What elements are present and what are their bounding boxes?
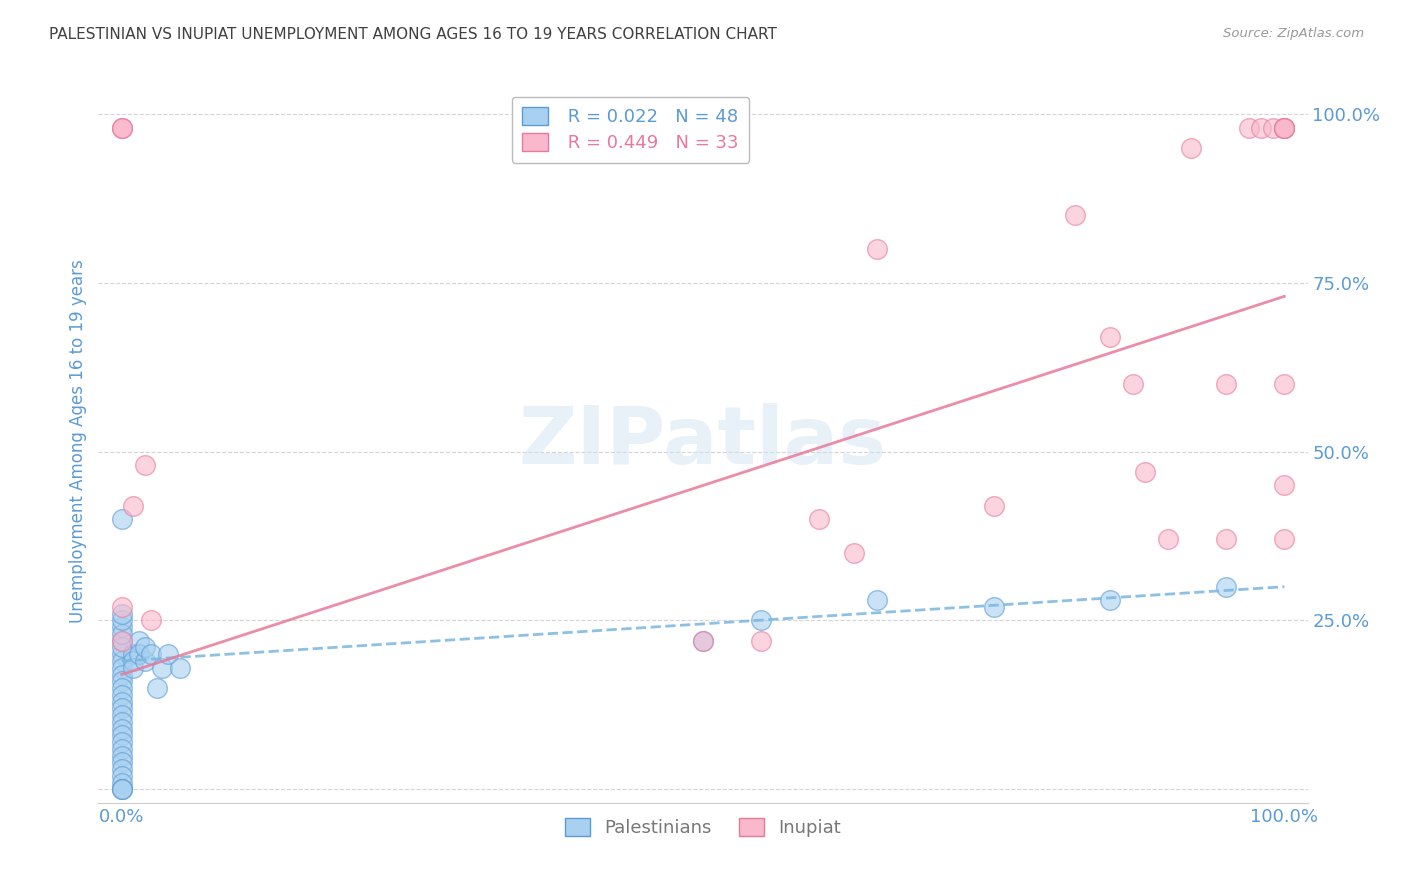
Point [1215, 533, 1237, 547]
Y-axis label: Unemployment Among Ages 16 to 19 years: Unemployment Among Ages 16 to 19 years [69, 260, 87, 624]
Point [1133, 465, 1156, 479]
Point [134, 640, 156, 655]
Point [111, 627, 134, 641]
Point [111, 633, 134, 648]
Point [111, 701, 134, 715]
Point [111, 708, 134, 723]
Point [139, 614, 162, 628]
Point [111, 688, 134, 702]
Point [169, 661, 191, 675]
Point [866, 593, 889, 607]
Point [983, 599, 1005, 614]
Point [139, 647, 162, 661]
Point [111, 661, 134, 675]
Point [134, 458, 156, 472]
Point [111, 120, 134, 135]
Point [122, 499, 145, 513]
Point [128, 633, 150, 648]
Point [111, 681, 134, 695]
Point [111, 599, 134, 614]
Point [1272, 120, 1295, 135]
Point [1261, 120, 1284, 135]
Point [111, 120, 134, 135]
Point [1098, 593, 1121, 607]
Point [111, 512, 134, 526]
Point [111, 714, 134, 729]
Point [111, 741, 134, 756]
Point [1272, 120, 1295, 135]
Point [1272, 120, 1295, 135]
Point [1215, 377, 1237, 392]
Point [111, 647, 134, 661]
Point [1272, 120, 1295, 135]
Point [111, 674, 134, 689]
Point [749, 633, 772, 648]
Text: ZIPatlas: ZIPatlas [519, 402, 887, 481]
Point [111, 120, 134, 135]
Point [111, 782, 134, 797]
Point [983, 499, 1005, 513]
Point [1250, 120, 1272, 135]
Point [111, 633, 134, 648]
Point [111, 762, 134, 776]
Point [1215, 580, 1237, 594]
Point [111, 607, 134, 621]
Point [122, 647, 145, 661]
Point [111, 654, 134, 668]
Point [122, 654, 145, 668]
Point [134, 654, 156, 668]
Point [122, 661, 145, 675]
Text: Source: ZipAtlas.com: Source: ZipAtlas.com [1223, 27, 1364, 40]
Point [111, 728, 134, 742]
Point [1098, 330, 1121, 344]
Point [128, 647, 150, 661]
Point [150, 661, 173, 675]
Point [692, 633, 714, 648]
Point [692, 633, 714, 648]
Point [844, 546, 866, 560]
Point [1272, 478, 1295, 492]
Point [111, 769, 134, 783]
Point [1064, 208, 1087, 222]
Point [111, 722, 134, 736]
Point [111, 694, 134, 708]
Point [111, 756, 134, 770]
Point [111, 748, 134, 763]
Point [111, 620, 134, 634]
Point [1239, 120, 1261, 135]
Point [111, 640, 134, 655]
Point [1272, 533, 1295, 547]
Point [1272, 377, 1295, 392]
Point [111, 782, 134, 797]
Point [111, 667, 134, 681]
Point [1272, 120, 1295, 135]
Point [1157, 533, 1180, 547]
Point [111, 782, 134, 797]
Point [808, 512, 831, 526]
Legend: Palestinians, Inupiat: Palestinians, Inupiat [557, 811, 849, 845]
Point [111, 614, 134, 628]
Point [145, 681, 167, 695]
Point [111, 775, 134, 789]
Point [111, 735, 134, 749]
Point [866, 242, 889, 256]
Point [157, 647, 180, 661]
Point [1122, 377, 1144, 392]
Point [1180, 141, 1202, 155]
Text: PALESTINIAN VS INUPIAT UNEMPLOYMENT AMONG AGES 16 TO 19 YEARS CORRELATION CHART: PALESTINIAN VS INUPIAT UNEMPLOYMENT AMON… [49, 27, 778, 42]
Point [749, 614, 772, 628]
